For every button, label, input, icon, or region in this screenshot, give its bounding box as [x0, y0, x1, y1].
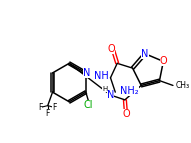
Text: N: N [141, 49, 149, 59]
Text: F: F [45, 109, 50, 118]
Text: H: H [102, 86, 107, 92]
Text: Cl: Cl [84, 100, 93, 110]
Text: O: O [122, 109, 130, 119]
Text: N: N [107, 90, 114, 100]
Text: CH₃: CH₃ [176, 81, 190, 90]
Text: NH: NH [94, 71, 108, 81]
Text: F: F [52, 103, 57, 112]
Text: N: N [83, 68, 91, 78]
Text: NH₂: NH₂ [120, 86, 139, 96]
Text: O: O [159, 56, 167, 66]
Text: F: F [38, 103, 42, 112]
Text: O: O [108, 44, 115, 54]
